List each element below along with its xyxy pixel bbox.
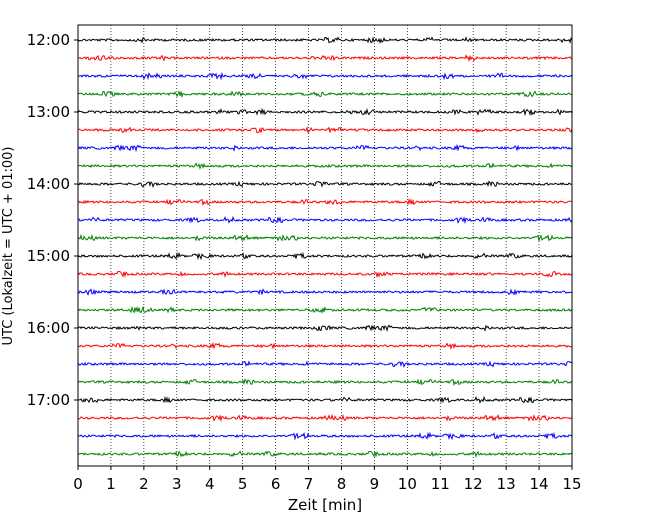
- seismic-trace: [77, 431, 573, 441]
- seismic-trace: [77, 180, 573, 188]
- seismic-trace: [77, 162, 573, 171]
- seismic-trace: [77, 251, 573, 261]
- x-tick-label: 14: [530, 475, 549, 493]
- seismic-trace: [77, 341, 573, 351]
- seismic-trace: [77, 378, 573, 387]
- x-tick-label: 7: [304, 475, 314, 493]
- x-tick-label: 11: [431, 475, 450, 493]
- x-tick-label: 13: [497, 475, 516, 493]
- y-tick-label: 16:00: [27, 319, 70, 337]
- seismic-trace: [77, 413, 573, 423]
- x-tick-label: 0: [73, 475, 83, 493]
- seismic-trace: [77, 288, 573, 296]
- seismic-trace: [77, 197, 573, 207]
- x-tick-label: 1: [106, 475, 116, 493]
- x-tick-label: 12: [464, 475, 483, 493]
- plot-background: [78, 25, 572, 466]
- seismic-trace: [77, 450, 573, 458]
- seismic-trace: [77, 36, 573, 44]
- seismic-trace: [77, 324, 573, 333]
- x-tick-label: 3: [172, 475, 182, 493]
- x-tick-label: 9: [370, 475, 380, 493]
- seismic-trace: [77, 126, 573, 134]
- y-tick-label: 17:00: [27, 391, 70, 409]
- x-tick-label: 6: [271, 475, 281, 493]
- y-tick-label: 15:00: [27, 247, 70, 265]
- x-tick-label: 15: [562, 475, 581, 493]
- seismic-trace: [77, 215, 573, 225]
- x-tick-label: 8: [337, 475, 347, 493]
- x-axis: 0 1 2 3 4 5 6 7 8 9 10 11 12 13 14 15: [73, 466, 582, 493]
- x-axis-label: Zeit [min]: [288, 496, 362, 514]
- seismic-trace: [77, 360, 573, 368]
- seismic-trace: [77, 107, 573, 117]
- seismic-trace: [77, 90, 573, 99]
- seismic-trace: [77, 270, 573, 279]
- x-tick-label: 5: [238, 475, 248, 493]
- seismic-trace: [77, 305, 573, 314]
- y-axis: 12:00 13:00 14:00 15:00 16:00 17:00: [27, 31, 78, 409]
- y-tick-label: 14:00: [27, 175, 70, 193]
- seismic-trace: [77, 233, 573, 243]
- x-tick-label: 2: [139, 475, 149, 493]
- y-axis-label: UTC (Lokalzeit = UTC + 01:00): [1, 147, 16, 346]
- x-tick-label: 4: [205, 475, 215, 493]
- trace-group: [77, 36, 573, 458]
- seismic-trace: [77, 395, 573, 404]
- x-tick-label: 10: [398, 475, 417, 493]
- seismic-trace: [77, 54, 573, 63]
- plot-frame: [77, 24, 573, 467]
- seismic-trace: [77, 143, 573, 153]
- y-tick-label: 13:00: [27, 103, 70, 121]
- seismic-trace: [77, 71, 573, 81]
- y-tick-label: 12:00: [27, 31, 70, 49]
